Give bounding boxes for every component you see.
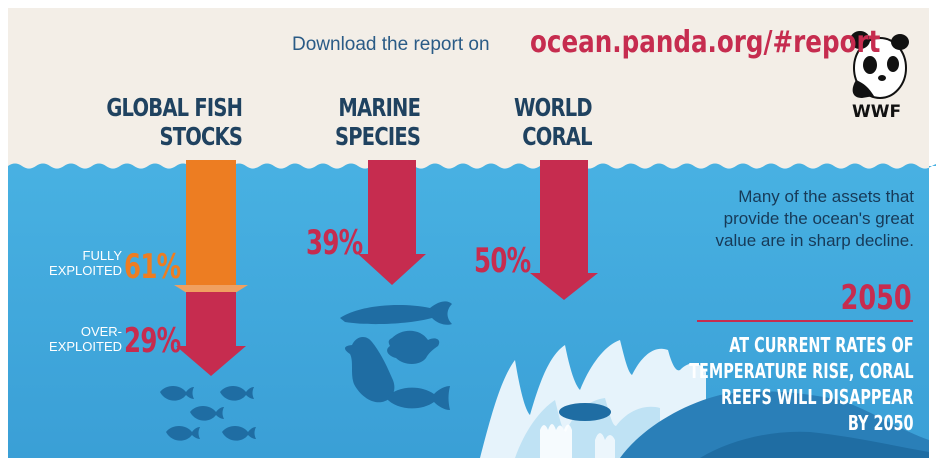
fish-stock-icons [160, 386, 256, 441]
coral-reef-illustration [480, 340, 929, 458]
sky-band [8, 8, 929, 168]
heading-line: MARINE [338, 93, 421, 122]
summary-line: Many of the assets that [738, 187, 914, 206]
world-coral-bar [540, 160, 588, 274]
download-text: Download the report on [292, 34, 490, 55]
heading-world-coral: WORLD CORAL [514, 93, 593, 151]
year-divider [697, 320, 913, 322]
world-coral-arrowhead [530, 273, 598, 300]
label-line: OVER- [80, 324, 122, 339]
heading-line: CORAL [522, 122, 592, 151]
warning-line: AT CURRENT RATES OF [729, 333, 914, 357]
marine-species-bar [368, 160, 416, 255]
label-line: EXPLOITED [49, 263, 122, 278]
over-exploited-value: 29% [124, 321, 181, 361]
whale-icon [340, 301, 452, 325]
warning-line: REEFS WILL DISAPPEAR [721, 385, 914, 409]
summary-line: value are in sharp decline. [715, 231, 914, 250]
marine-species-value: 39% [306, 223, 363, 263]
over-exploited-label: OVER- EXPLOITED [49, 324, 122, 354]
species-fish-icon [386, 386, 450, 410]
turtle-icon [387, 330, 440, 364]
report-url-link[interactable]: ocean.panda.org/#report [530, 25, 881, 60]
warning-line: TEMPERATURE RISE, CORAL [689, 359, 914, 383]
world-coral-value: 50% [474, 241, 531, 281]
over-exploited-bar [186, 292, 236, 347]
over-exploited-arrowhead [176, 346, 246, 376]
heading-line: GLOBAL FISH [106, 93, 243, 122]
heading-global-fish-stocks: GLOBAL FISH STOCKS [106, 93, 243, 151]
warning-line: BY 2050 [848, 411, 914, 435]
heading-line: WORLD [514, 93, 593, 122]
wwf-panda-logo [850, 31, 909, 99]
fully-exploited-value: 61% [124, 247, 181, 287]
wwf-logo-text: WWF [852, 102, 902, 122]
coral-warning-text: AT CURRENT RATES OF TEMPERATURE RISE, CO… [690, 332, 914, 436]
label-line: FULLY [82, 248, 123, 263]
bird-icon [345, 336, 395, 403]
year-2050: 2050 [841, 278, 912, 318]
summary-line: provide the ocean's great [723, 209, 914, 228]
fully-exploited-label: FULLY EXPLOITED [49, 248, 122, 278]
heading-line: SPECIES [334, 122, 421, 151]
heading-marine-species: MARINE SPECIES [334, 93, 421, 151]
label-line: EXPLOITED [49, 339, 122, 354]
heading-line: STOCKS [159, 122, 242, 151]
marine-species-arrowhead [358, 254, 426, 285]
decline-summary: Many of the assets that provide the ocea… [716, 186, 914, 252]
fully-exploited-bar [186, 160, 236, 285]
